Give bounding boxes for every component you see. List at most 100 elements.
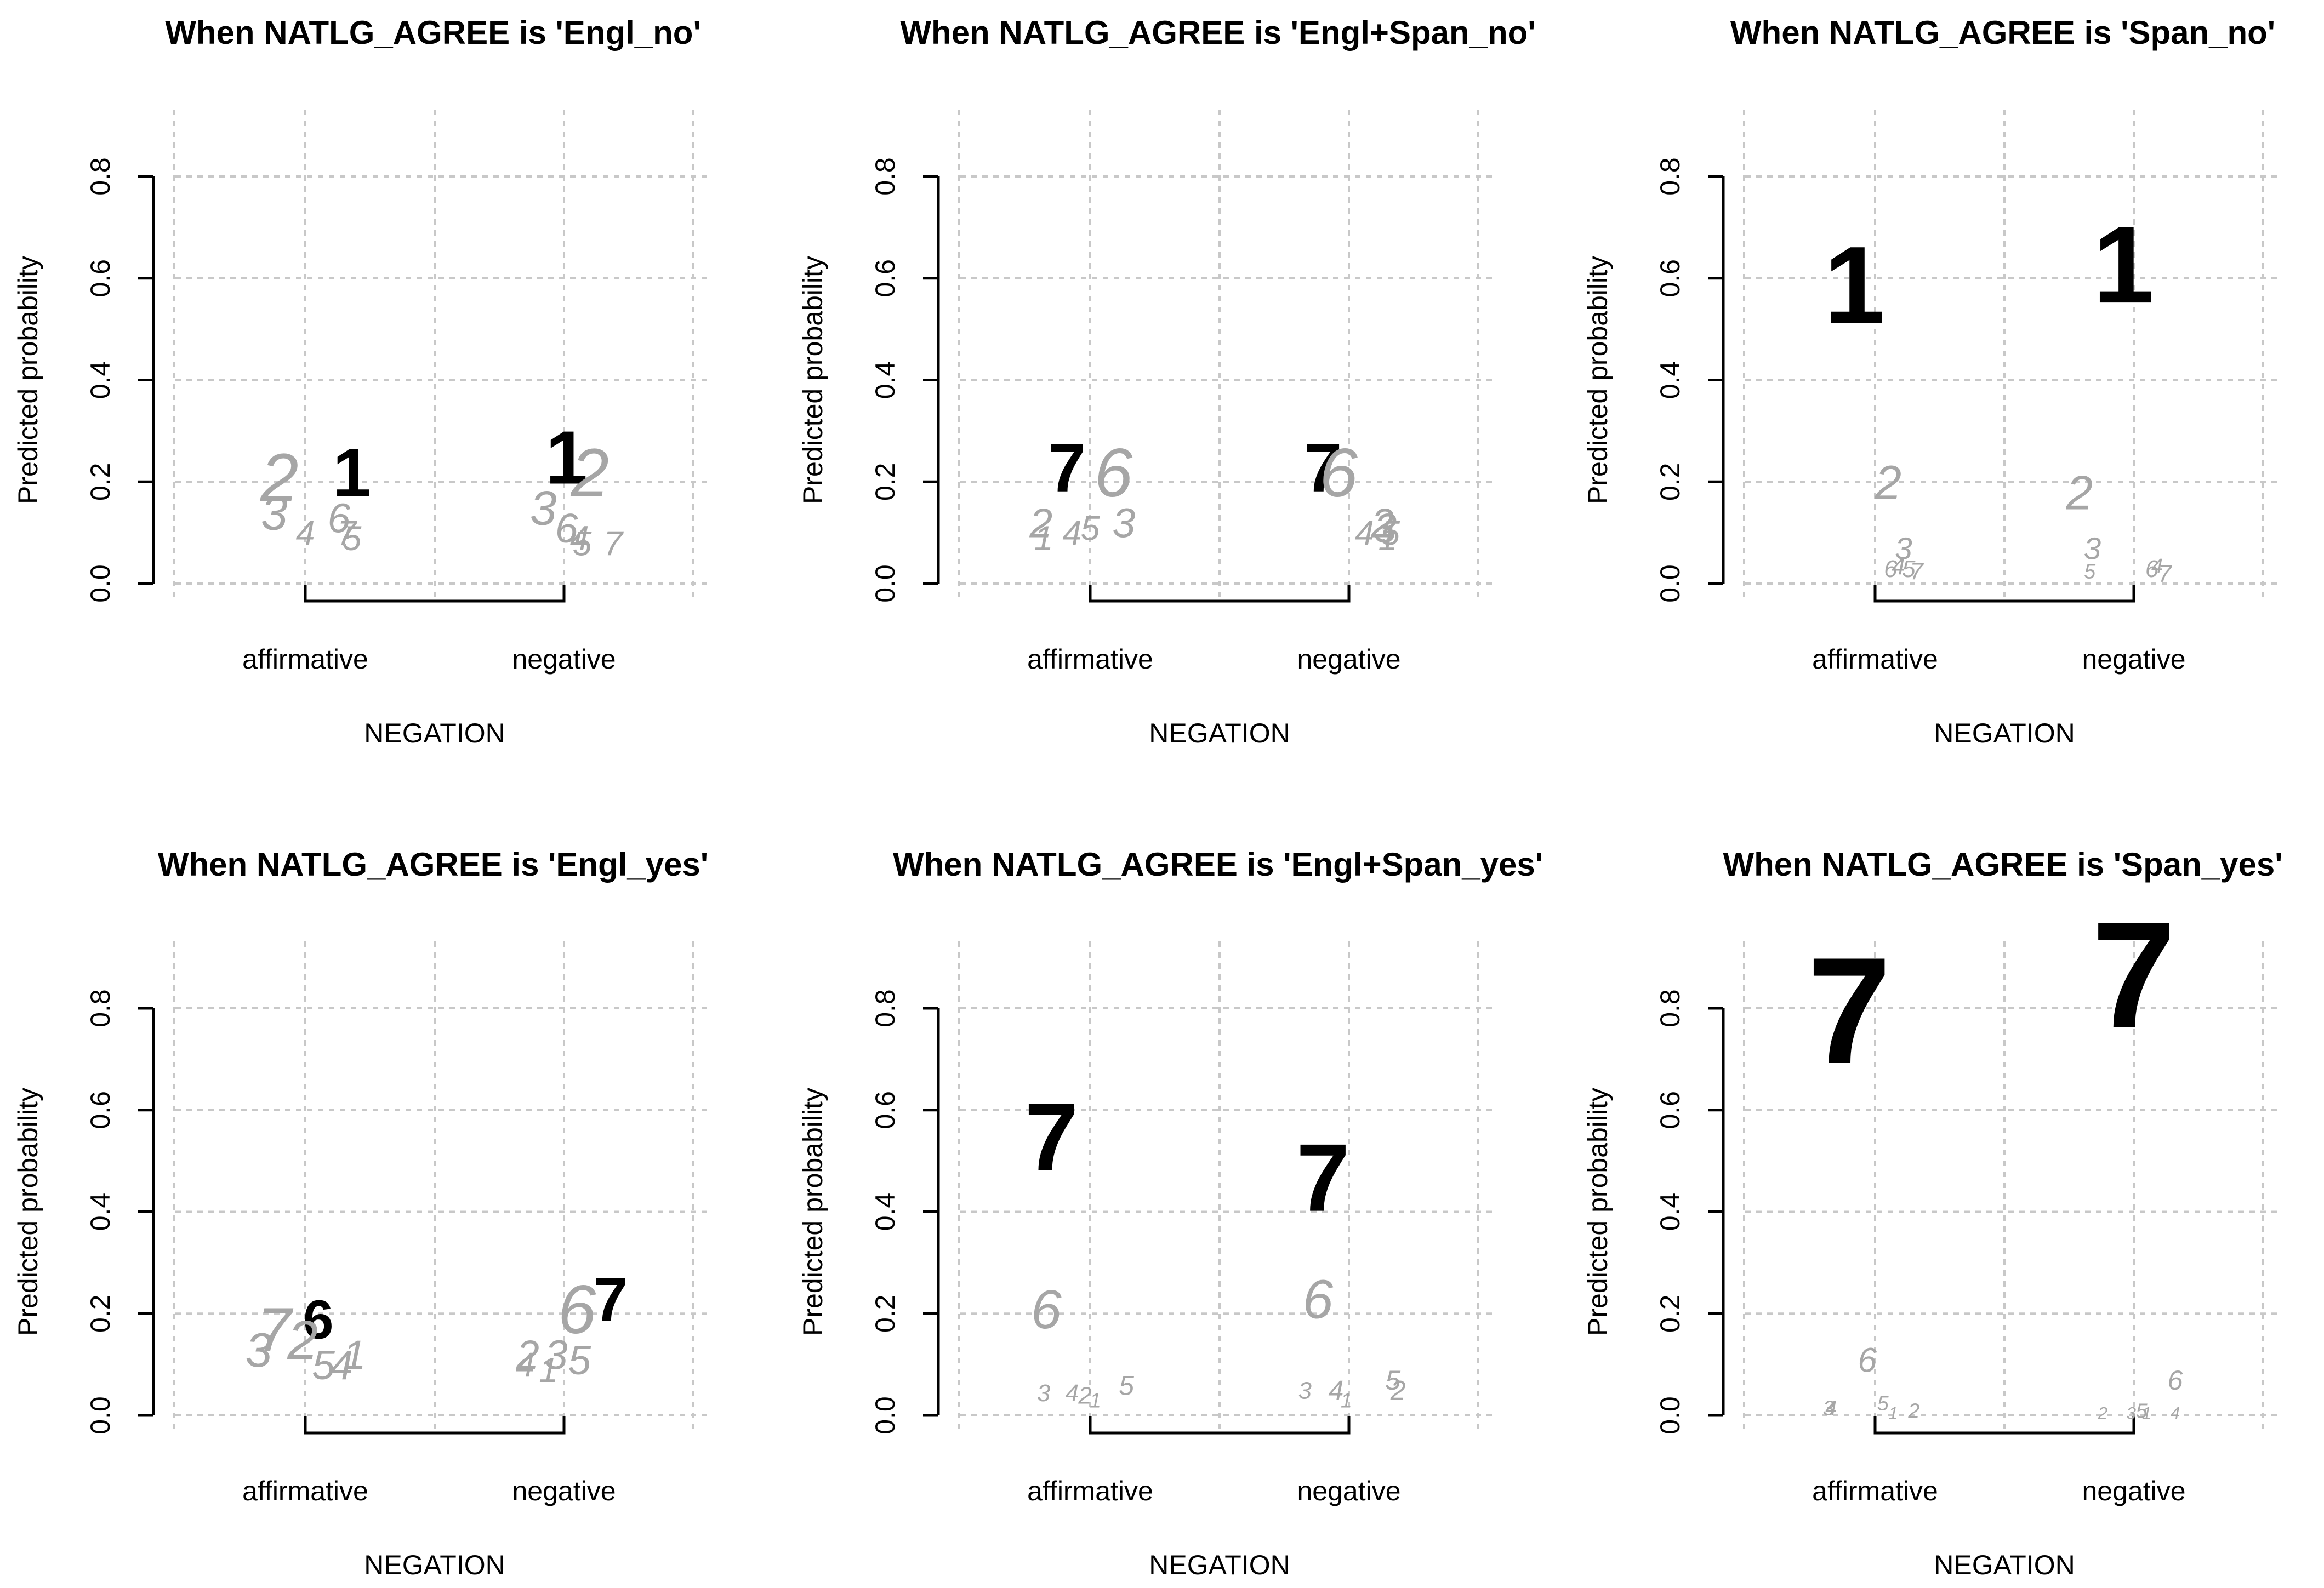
y-tick-label: 0.0 — [85, 1396, 116, 1435]
y-axis-label: Predicted probability — [13, 1088, 43, 1336]
data-point: 4 — [516, 1346, 535, 1385]
y-tick-label: 0.4 — [85, 361, 116, 399]
chart-panel-4: When NATLG_AGREE is 'Engl_yes' 0.0 0.2 0.4 0… — [13, 846, 713, 1580]
x-axis-label: NEGATION — [1149, 1550, 1290, 1580]
data-point: 5 — [1081, 509, 1101, 547]
data-point: 7 — [337, 515, 357, 553]
x-tick-label: negative — [1297, 644, 1400, 675]
y-tick-label: 0.8 — [870, 157, 901, 196]
data-point: 3 — [530, 481, 557, 535]
data-point: 3 — [1823, 1397, 1835, 1420]
data-point: 6 — [1031, 1279, 1062, 1340]
y-tick-label: 0.8 — [870, 989, 901, 1027]
x-axis-line — [1089, 1416, 1351, 1435]
y-axis-label: Predicted probability — [1582, 256, 1613, 504]
data-point: 6 — [1302, 1269, 1333, 1330]
y-tick-label: 0.2 — [1655, 1294, 1685, 1333]
data-point: 1 — [2142, 1404, 2151, 1423]
y-tick-label: 0.4 — [870, 1193, 901, 1231]
data-point: 4 — [1066, 1380, 1079, 1407]
data-point: 7 — [594, 1265, 628, 1334]
data-point: 5 — [343, 519, 362, 558]
data-point: 1 — [1034, 519, 1053, 558]
data-point: 3 — [1298, 1377, 1312, 1404]
data-point: 7 — [2158, 561, 2172, 587]
y-tick-label: 0.8 — [85, 989, 116, 1027]
data-point: 4 — [1063, 515, 1082, 553]
data-point: 5 — [2084, 559, 2096, 582]
x-axis-line — [1089, 585, 1351, 603]
data-point: 2 — [1078, 1383, 1091, 1409]
chart-panel-1: When NATLG_AGREE is 'Engl_no' 0.0 0.2 0.4 0.… — [13, 14, 713, 749]
data-point: 1 — [1824, 223, 1885, 346]
data-point: 6 — [555, 505, 578, 551]
data-point: 4 — [2171, 1404, 2180, 1423]
data-point: 4 — [296, 515, 315, 553]
x-axis-line — [1873, 1416, 2135, 1435]
y-tick-label: 0.2 — [1655, 462, 1685, 501]
x-axis-line — [304, 585, 566, 603]
chart-title: When NATLG_AGREE is 'Span_no' — [1730, 14, 2275, 51]
data-point: 6 — [1095, 434, 1133, 511]
chart-panel-5: When NATLG_AGREE is 'Engl+Span_yes' 0.0 0.… — [798, 846, 1543, 1580]
data-point: 1 — [1888, 1404, 1898, 1423]
y-axis-label: Predicted probability — [798, 1088, 828, 1336]
y-tick-label: 0.2 — [870, 462, 901, 501]
x-tick-label: affirmative — [242, 644, 368, 675]
data-point: 4 — [1328, 1375, 1343, 1406]
data-point: 6 — [327, 495, 350, 541]
data-point: 3 — [2084, 531, 2101, 565]
chart-panel-2: When NATLG_AGREE is 'Engl+Span_no' 0.0 0.2… — [798, 14, 1536, 749]
data-point: 7 — [1048, 429, 1086, 506]
y-tick-label: 0.6 — [1655, 259, 1685, 298]
data-point: 5 — [573, 524, 593, 563]
data-point: 6 — [1884, 556, 1898, 582]
grid-lines — [1743, 941, 2282, 1432]
y-axis-label: Predicted probability — [13, 256, 43, 504]
x-tick-label: negative — [512, 644, 616, 675]
y-tick-label: 0.4 — [1655, 1193, 1685, 1231]
y-tick-label: 0.6 — [85, 1091, 116, 1129]
grid-lines — [958, 941, 1497, 1432]
data-point: 3 — [545, 1332, 568, 1378]
data-point: 1 — [545, 415, 588, 500]
y-tick-label: 0.4 — [85, 1193, 116, 1231]
data-point: 6 — [1858, 1341, 1877, 1379]
y-tick-label: 0.8 — [1655, 157, 1685, 196]
data-point: 4 — [570, 519, 589, 558]
y-tick-label: 0.6 — [85, 259, 116, 298]
data-point: 4 — [330, 1342, 353, 1388]
data-point: 6 — [2168, 1365, 2183, 1396]
data-point: 7 — [1024, 1083, 1078, 1191]
grid-lines — [1743, 110, 2282, 600]
x-axis-line — [1873, 585, 2135, 603]
data-point: 3 — [261, 487, 288, 540]
x-tick-label: negative — [2082, 1476, 2185, 1506]
x-tick-label: affirmative — [1812, 1476, 1938, 1506]
y-tick-label: 0.0 — [870, 1396, 901, 1435]
grid-lines — [173, 941, 713, 1432]
data-point: 5 — [1902, 556, 1916, 582]
data-point: 6 — [558, 1271, 596, 1348]
chart-panel-3: When NATLG_AGREE is 'Span_no' 0.0 0.2 0.4 0.… — [1582, 14, 2282, 749]
y-tick-label: 0.2 — [85, 1294, 116, 1333]
x-tick-label: affirmative — [1027, 1476, 1153, 1506]
chart-title: When NATLG_AGREE is 'Span_yes' — [1723, 846, 2283, 883]
data-point: 6 — [2145, 556, 2159, 582]
data-point: 7 — [603, 524, 624, 563]
chart-panel-6: When NATLG_AGREE is 'Span_yes' 0.0 0.2 0.4 0… — [1582, 846, 2282, 1580]
y-tick-label: 0.4 — [1655, 361, 1685, 399]
data-point: 2 — [260, 439, 299, 516]
data-point: 1 — [1090, 1389, 1101, 1412]
x-axis-label: NEGATION — [1934, 1550, 2075, 1580]
y-axis-label: Predicted probability — [1582, 1088, 1613, 1336]
data-point: 3 — [1374, 505, 1397, 551]
y-tick-label: 0.6 — [870, 259, 901, 298]
data-point: 3 — [246, 1323, 272, 1377]
data-point: 1 — [2093, 203, 2154, 326]
y-tick-label: 0.0 — [1655, 564, 1685, 603]
chart-title: When NATLG_AGREE is 'Engl+Span_no' — [900, 14, 1535, 51]
